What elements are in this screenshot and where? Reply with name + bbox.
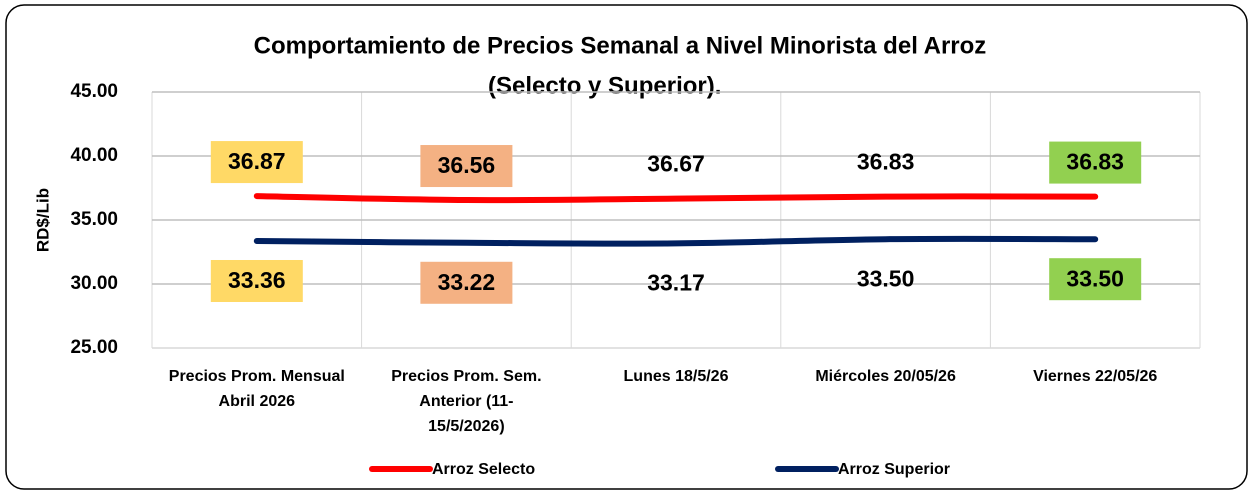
legend-label: Arroz Superior — [838, 461, 950, 478]
data-label: 33.36 — [228, 267, 286, 293]
data-label-background — [420, 145, 513, 188]
data-label: 36.87 — [228, 148, 286, 174]
y-tick-label: 40.00 — [70, 145, 118, 166]
data-label: 33.50 — [857, 265, 915, 291]
data-label-background — [420, 261, 513, 304]
x-tick-label: Viernes 22/05/26 — [1033, 368, 1157, 385]
legend-label: Arroz Selecto — [432, 461, 535, 478]
x-tick-label: Anterior (11- — [419, 393, 513, 410]
data-label: 36.67 — [647, 151, 705, 177]
data-label-background — [210, 259, 303, 302]
data-label-background — [1049, 258, 1142, 301]
y-tick-label: 25.00 — [70, 337, 118, 358]
x-tick-label: Abril 2026 — [219, 393, 296, 410]
x-tick-label: Lunes 18/5/26 — [624, 368, 729, 385]
x-tick-label: Precios Prom. Mensual — [169, 368, 345, 385]
data-label-background — [1049, 141, 1142, 184]
data-label: 33.50 — [1066, 265, 1124, 291]
data-label: 36.56 — [438, 152, 496, 178]
data-label-background — [210, 141, 303, 184]
x-tick-label: 15/5/2026) — [428, 418, 505, 435]
x-tick-label: Precios Prom. Sem. — [391, 368, 541, 385]
y-tick-label: 35.00 — [70, 209, 118, 230]
y-axis-label: RD$/Lib — [33, 188, 52, 252]
chart-frame — [5, 4, 1248, 490]
chart-title: (Selecto y Superior). — [488, 72, 721, 99]
data-label: 36.83 — [857, 149, 915, 175]
data-label: 33.22 — [438, 269, 496, 295]
data-label: 33.17 — [647, 270, 705, 296]
data-label: 36.83 — [1066, 149, 1124, 175]
series-line — [253, 235, 1099, 247]
series-line — [253, 193, 1099, 204]
y-tick-label: 45.00 — [70, 81, 118, 102]
y-tick-label: 30.00 — [70, 273, 118, 294]
x-tick-label: Miércoles 20/05/26 — [815, 368, 956, 385]
chart-title: Comportamiento de Precios Semanal a Nive… — [254, 32, 987, 59]
